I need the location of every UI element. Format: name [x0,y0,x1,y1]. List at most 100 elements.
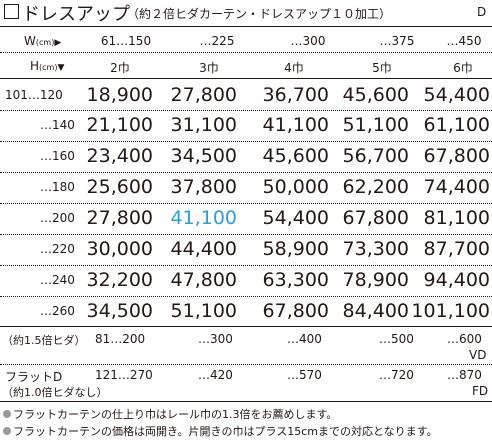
row-divider [0,172,492,173]
price-cell: 32,200 [86,269,153,291]
price-cell: 50,000 [262,176,329,198]
height-header: H(cm)▼ [30,59,64,73]
vd-label: （約1.5倍ヒダ） [2,334,86,347]
price-cell: 37,800 [170,176,237,198]
price-cell: 51,100 [170,300,237,322]
price-cell: 62,200 [342,176,409,198]
price-cell-highlighted: 41,100 [170,207,237,229]
row-divider [0,110,492,111]
panel-width-6: 6巾 [453,61,473,75]
price-cell: 27,800 [86,207,153,229]
row-divider [0,203,492,204]
price-cell: 45,600 [342,84,409,106]
price-cell: 101,100 [411,300,490,322]
price-cell: 56,700 [342,145,409,167]
vd-code: VD [469,348,487,362]
checkbox-square-icon [4,4,19,19]
note-text: フラットカーテンの価格は両開き。片開きの巾はプラス15cmまでの対応となります。 [13,425,438,438]
row-height: …260 [40,304,75,318]
price-cell: 27,800 [170,84,237,106]
price-cell: 23,400 [86,145,153,167]
price-cell: 81,100 [423,207,490,229]
price-cell: 94,400 [423,269,490,291]
page-title: ドレスアップ [22,4,130,25]
price-cell: 51,100 [342,114,409,136]
fd-label: フラットD [5,370,63,384]
price-cell: 54,400 [262,207,329,229]
product-code: D [477,5,487,19]
price-cell: 74,400 [423,176,490,198]
note: フラットカーテンの仕上り巾はレール巾の1.3倍をお薦めします。 [3,406,337,422]
price-cell: 21,100 [86,114,153,136]
price-cell: 58,900 [262,238,329,260]
row-height: …160 [40,149,75,163]
vd-width: …500 [379,332,414,346]
note: フラットカーテンの価格は両開き。片開きの巾はプラス15cmまでの対応となります。 [3,423,438,439]
vd-width: …600 [447,332,482,346]
row-divider [0,296,492,297]
price-cell: 30,000 [86,238,153,260]
panel-width-2: 2巾 [110,61,130,75]
vd-width: …400 [287,332,322,346]
width-header: W(cm)▶ [24,34,61,48]
width-range-4: …375 [379,34,415,48]
page-subtitle: （約２倍ヒダカーテン・ドレスアップ１０加工） [127,7,392,21]
price-cell: 61,100 [423,114,490,136]
height-header-label: H [30,59,40,73]
vd-width: …300 [198,332,233,346]
row-height: …200 [40,211,75,225]
price-cell: 73,300 [342,238,409,260]
price-cell: 67,800 [262,300,329,322]
width-header-unit: (cm) [35,38,55,47]
width-range-5: …450 [446,34,482,48]
price-cell: 78,900 [342,269,409,291]
price-cell: 84,400 [342,300,409,322]
height-header-unit: (cm) [39,63,58,72]
price-cell: 44,400 [170,238,237,260]
width-range-3: …300 [290,34,326,48]
price-cell: 67,800 [423,145,490,167]
fd-width: …420 [198,368,233,382]
vd-divider [0,364,492,365]
fd-width: 121…270 [95,368,153,382]
bullet-icon [3,410,11,418]
note-text: フラットカーテンの仕上り巾はレール巾の1.3倍をお薦めします。 [13,408,338,421]
price-cell: 25,600 [86,176,153,198]
price-cell: 87,700 [423,238,490,260]
fd-width: …720 [379,368,414,382]
bullet-icon [3,427,11,435]
footer-rule [0,401,492,402]
row-height: 101…120 [5,88,63,102]
price-cell: 41,100 [262,114,329,136]
price-cell: 34,500 [86,300,153,322]
price-cell: 31,100 [170,114,237,136]
width-range-2: …225 [199,34,235,48]
price-cell: 34,500 [170,145,237,167]
price-cell: 63,300 [262,269,329,291]
panel-width-3: 3巾 [199,61,219,75]
arrow-down-icon: ▼ [57,63,65,73]
price-cell: 45,600 [262,145,329,167]
price-cell: 67,800 [342,207,409,229]
row-divider [0,141,492,142]
vd-width: 81…200 [95,332,146,346]
panel-width-5: 5巾 [372,61,392,75]
width-range-1: 61…150 [100,34,152,48]
price-cell: 54,400 [423,84,490,106]
price-cell: 18,900 [86,84,153,106]
row-height: …180 [40,180,75,194]
price-cell: 47,800 [170,269,237,291]
row-divider [0,234,492,235]
fd-width: …570 [287,368,322,382]
arrow-right-icon: ▶ [54,38,62,48]
title-rule [0,26,492,27]
fd-code: FD [472,384,489,398]
header-divider [0,52,492,53]
row-height: …140 [40,118,75,132]
panel-width-4: 4巾 [284,61,304,75]
price-cell: 36,700 [262,84,329,106]
row-height: …220 [40,242,75,256]
fd-sublabel: （約1.0倍ヒダなし） [2,386,108,399]
fd-width: …870 [447,368,482,382]
width-header-label: W [24,34,36,48]
